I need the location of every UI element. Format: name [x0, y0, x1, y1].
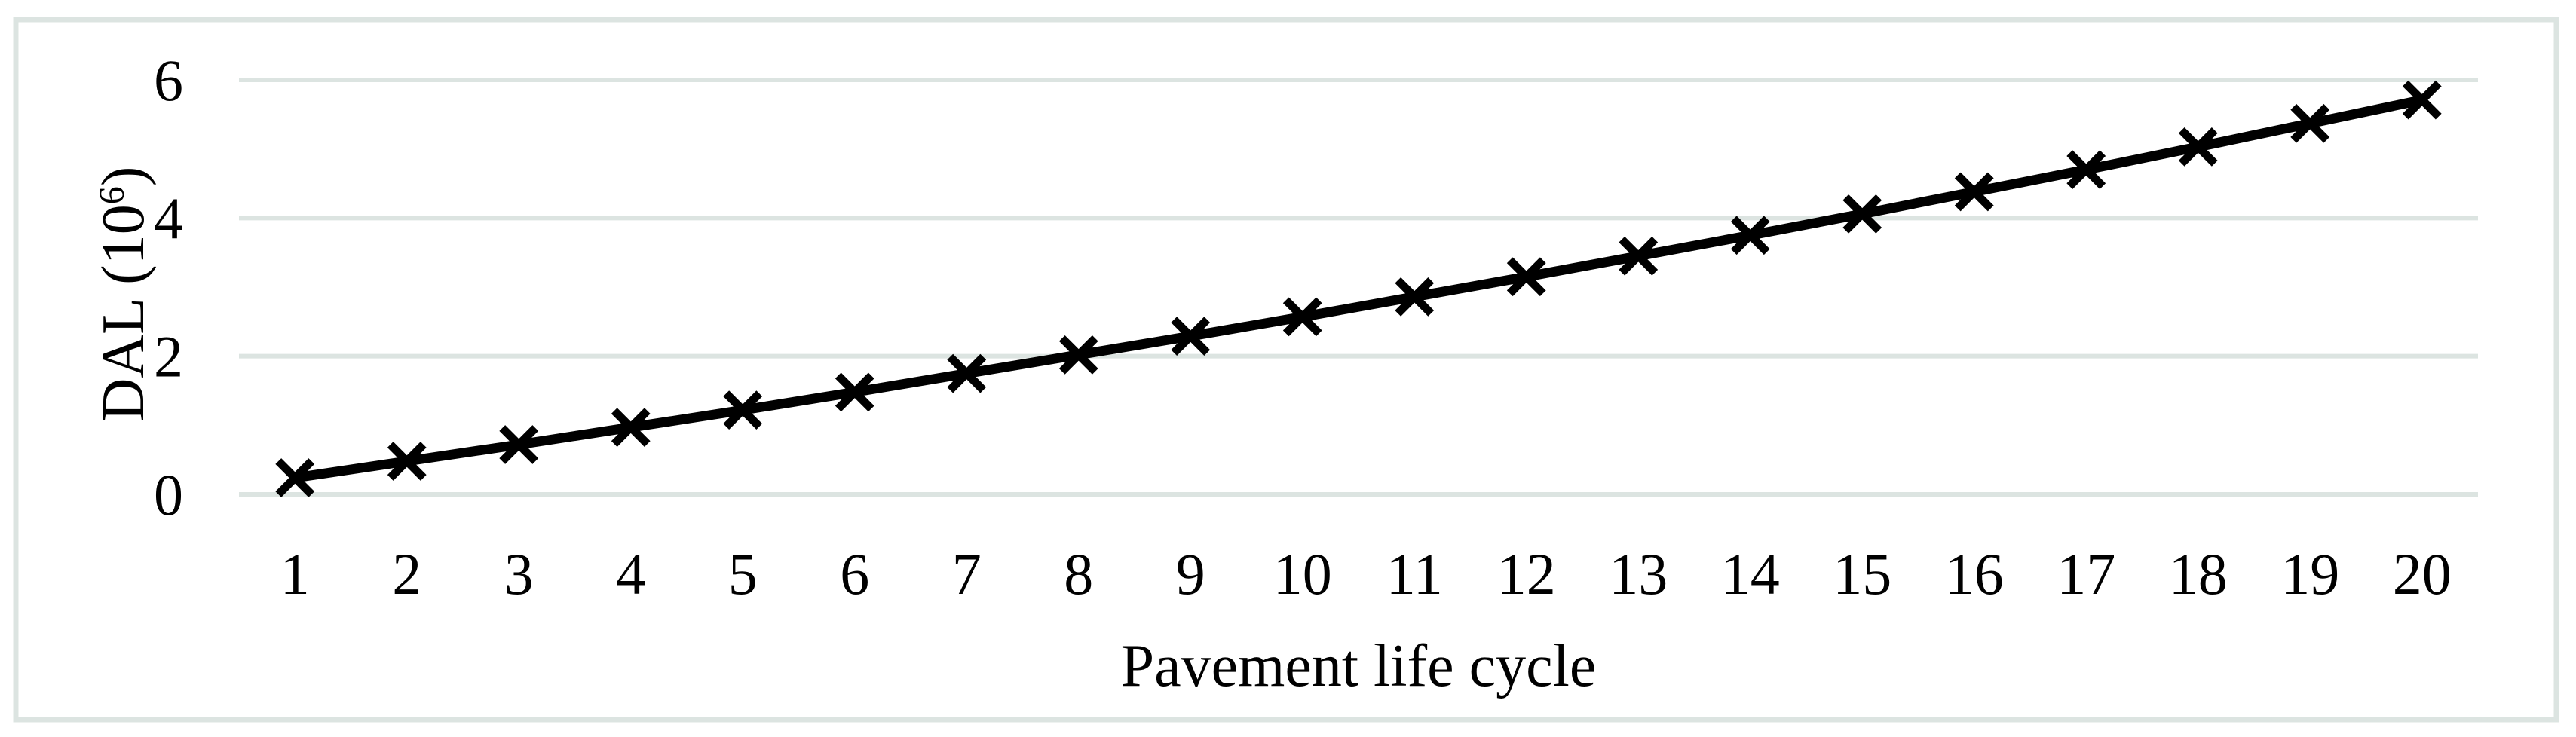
data-point-marker — [1730, 216, 1770, 255]
data-point-marker — [835, 372, 874, 412]
data-point-marker — [2402, 80, 2442, 120]
y-axis-title: DAL (106) — [90, 167, 157, 422]
y-tick-label: 2 — [154, 324, 183, 390]
data-point-marker — [387, 442, 427, 481]
data-point-marker — [947, 353, 987, 393]
data-point-marker — [1619, 236, 1659, 276]
y-axis-title-close: ) — [90, 167, 157, 187]
x-tick-label: 10 — [1273, 541, 1332, 607]
x-tick-label: 14 — [1721, 541, 1780, 607]
data-point-marker — [1395, 277, 1435, 317]
data-point-marker — [1954, 172, 1994, 212]
x-tick-label: 3 — [504, 541, 534, 607]
x-tick-label: 12 — [1497, 541, 1556, 607]
x-tick-label: 1 — [280, 541, 310, 607]
x-tick-label: 16 — [1945, 541, 2004, 607]
data-point-marker — [1058, 335, 1098, 375]
x-tick-label: 7 — [952, 541, 982, 607]
x-tick-label: 17 — [2057, 541, 2115, 607]
x-tick-label: 11 — [1386, 541, 1443, 607]
y-axis-title-text: DAL (10 — [90, 204, 157, 421]
data-point-marker — [2066, 150, 2106, 190]
data-point-marker — [1282, 297, 1322, 337]
data-series — [275, 80, 2442, 497]
x-tick-label: 6 — [840, 541, 869, 607]
x-tick-label: 5 — [728, 541, 758, 607]
y-tick-label: 4 — [154, 185, 183, 251]
data-point-marker — [1506, 257, 1546, 297]
x-tick-label: 8 — [1064, 541, 1093, 607]
data-point-marker — [2178, 127, 2218, 167]
y-tick-label: 6 — [154, 47, 183, 113]
data-point-marker — [1842, 194, 1882, 234]
data-point-marker — [275, 458, 315, 497]
gridlines — [239, 78, 2478, 497]
x-axis-tick-labels: 1 2 3 4 5 6 7 8 9 10 11 12 13 14 15 16 17 18 19 20 — [280, 541, 2452, 607]
y-axis-title-superscript: 6 — [92, 186, 132, 204]
series-line — [294, 95, 2424, 483]
data-point-marker — [499, 425, 539, 464]
data-point-marker — [2290, 103, 2330, 143]
data-point-marker — [1171, 317, 1211, 356]
y-tick-label: 0 — [154, 462, 183, 528]
data-point-marker — [611, 408, 651, 447]
x-tick-label: 15 — [1833, 541, 1891, 607]
x-tick-label: 4 — [616, 541, 645, 607]
figure-border — [13, 17, 2559, 723]
data-point-marker — [723, 390, 763, 430]
x-tick-label: 19 — [2280, 541, 2339, 607]
x-tick-label: 20 — [2393, 541, 2452, 607]
x-axis-title: Pavement life cycle — [1121, 633, 1597, 699]
x-tick-label: 18 — [2169, 541, 2228, 607]
x-tick-label: 13 — [1609, 541, 1668, 607]
x-tick-label: 9 — [1176, 541, 1205, 607]
x-tick-label: 2 — [392, 541, 421, 607]
y-axis-tick-labels: 0 2 4 6 — [154, 47, 183, 528]
